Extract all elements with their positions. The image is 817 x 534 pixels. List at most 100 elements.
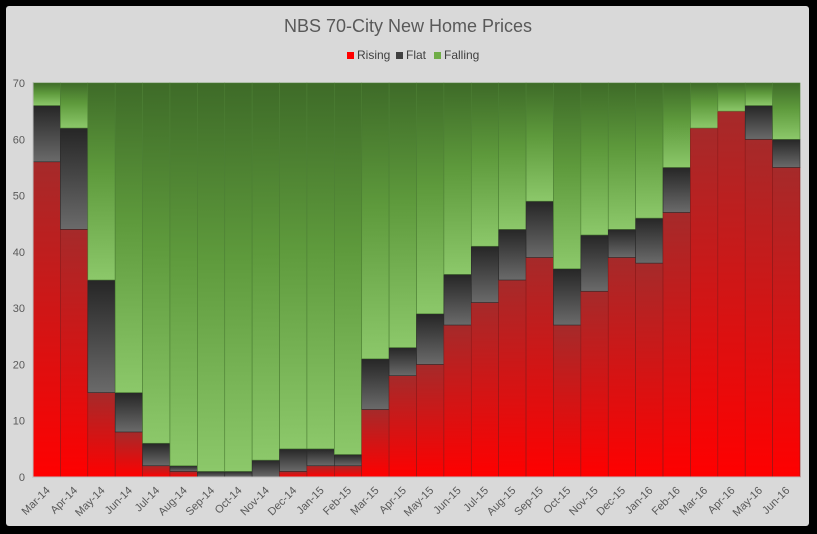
bar-falling-may-14	[87, 82, 116, 281]
bar-falling-feb-15	[334, 82, 363, 455]
stacked-bar-chart: NBS 70-City New Home Prices Rising Flat Fa…	[13, 16, 801, 519]
bar-rising-jun-14	[114, 431, 143, 478]
bar-flat-aug-14	[169, 465, 198, 472]
bar-falling-jul-14	[142, 82, 171, 444]
bar-flat-may-14	[87, 279, 116, 393]
y-tick-label: 60	[13, 134, 25, 146]
y-tick-label: 40	[13, 247, 25, 259]
bar-falling-dec-14	[279, 82, 308, 450]
x-tick-label: Mar-15	[348, 485, 381, 518]
bar-rising-may-14	[87, 392, 116, 478]
bar-falling-sep-14	[197, 82, 226, 472]
bar-rising-jul-14	[142, 465, 171, 478]
bar-flat-feb-16	[662, 167, 691, 213]
bar-flat-may-15	[416, 313, 445, 365]
bar-flat-jan-16	[635, 217, 664, 264]
bar-flat-jul-14	[142, 442, 171, 467]
bar-falling-jan-16	[635, 82, 664, 219]
y-axis: 0 10 20 30 40 50 60 70	[13, 78, 34, 484]
bar-falling-mar-15	[361, 82, 390, 360]
x-tick-label: Feb-16	[650, 485, 683, 518]
x-tick-label: Mar-16	[677, 485, 710, 518]
bar-rising-mar-14	[32, 161, 61, 478]
bar-rising-nov-15	[580, 290, 609, 478]
bar-rising-aug-14	[169, 471, 198, 478]
bar-falling-mar-14	[32, 82, 61, 106]
bar-flat-jun-16	[772, 138, 801, 168]
legend-label: Flat	[406, 48, 427, 62]
bar-falling-sep-15	[525, 82, 554, 202]
x-tick-label: Aug-14	[156, 485, 190, 519]
bar-flat-jan-15	[306, 448, 335, 467]
bar-falling-oct-15	[553, 82, 582, 270]
bar-rising-dec-15	[607, 257, 636, 478]
bar-rising-sep-15	[525, 257, 554, 478]
bar-flat-oct-15	[553, 268, 582, 326]
x-tick-label: Jun-16	[760, 485, 792, 517]
plot-area	[32, 82, 801, 478]
bar-falling-may-16	[744, 82, 773, 106]
bar-falling-apr-16	[717, 82, 746, 112]
x-tick-label: Feb-15	[321, 485, 354, 518]
x-tick-label: Sep-14	[184, 485, 218, 519]
bar-rising-apr-16	[717, 110, 746, 478]
bar-falling-apr-15	[388, 82, 417, 348]
bar-flat-nov-14	[251, 459, 280, 478]
bar-flat-feb-15	[334, 454, 363, 467]
y-tick-label: 50	[13, 191, 25, 203]
legend-item-rising: Rising	[347, 48, 390, 62]
bar-rising-jun-15	[443, 324, 472, 478]
bar-falling-feb-16	[662, 82, 691, 168]
x-tick-label: Sep-15	[512, 485, 546, 519]
bar-flat-aug-15	[498, 229, 527, 281]
bar-flat-dec-15	[607, 229, 636, 258]
bar-falling-mar-16	[690, 82, 719, 129]
bar-falling-jun-16	[772, 82, 801, 140]
bar-falling-jan-15	[306, 82, 335, 450]
bar-falling-dec-15	[607, 82, 636, 230]
legend-label: Falling	[444, 48, 479, 62]
x-tick-label: Jun-15	[431, 485, 463, 517]
legend-label: Rising	[357, 48, 390, 62]
bar-flat-may-16	[744, 105, 773, 140]
bar-falling-nov-15	[580, 82, 609, 236]
bar-flat-sep-14	[197, 471, 226, 478]
bar-falling-may-15	[416, 82, 445, 315]
bar-rising-jun-16	[772, 167, 801, 478]
y-tick-label: 20	[13, 359, 25, 371]
x-tick-label: May-15	[402, 485, 436, 519]
bar-rising-oct-15	[553, 324, 582, 478]
x-axis: Mar-14Apr-14May-14Jun-14Jul-14Aug-14Sep-…	[20, 476, 800, 519]
bar-rising-may-16	[744, 138, 773, 478]
x-tick-label: Nov-14	[238, 485, 272, 519]
bar-falling-oct-14	[224, 82, 253, 472]
bar-rising-apr-15	[388, 375, 417, 478]
x-tick-label: Dec-14	[266, 485, 300, 519]
x-tick-label: Aug-15	[485, 485, 519, 519]
legend-swatch	[434, 52, 441, 59]
legend-swatch	[396, 52, 403, 59]
bar-falling-aug-14	[169, 82, 198, 467]
bar-rising-jan-16	[635, 262, 664, 478]
bar-rising-may-15	[416, 364, 445, 478]
x-tick-label: Jan-15	[294, 485, 326, 517]
y-tick-label: 0	[19, 472, 25, 484]
y-tick-label: 30	[13, 303, 25, 315]
bar-flat-sep-15	[525, 200, 554, 258]
bar-rising-mar-16	[690, 127, 719, 478]
bar-flat-apr-14	[60, 127, 89, 230]
bar-rising-feb-15	[334, 465, 363, 478]
bar-rising-feb-16	[662, 212, 691, 478]
chart-area: NBS 70-City New Home Prices Rising Flat Fa…	[6, 6, 809, 526]
x-tick-label: Dec-15	[595, 485, 629, 519]
bar-flat-nov-15	[580, 234, 609, 292]
bar-rising-mar-15	[361, 409, 390, 478]
bar-flat-apr-15	[388, 347, 417, 376]
chart-title: NBS 70-City New Home Prices	[284, 16, 532, 36]
bar-falling-aug-15	[498, 82, 527, 230]
bar-flat-mar-15	[361, 358, 390, 410]
bar-falling-nov-14	[251, 82, 280, 461]
legend-item-flat: Flat	[396, 48, 427, 62]
x-tick-label: May-14	[73, 485, 107, 519]
bar-rising-apr-14	[60, 229, 89, 478]
